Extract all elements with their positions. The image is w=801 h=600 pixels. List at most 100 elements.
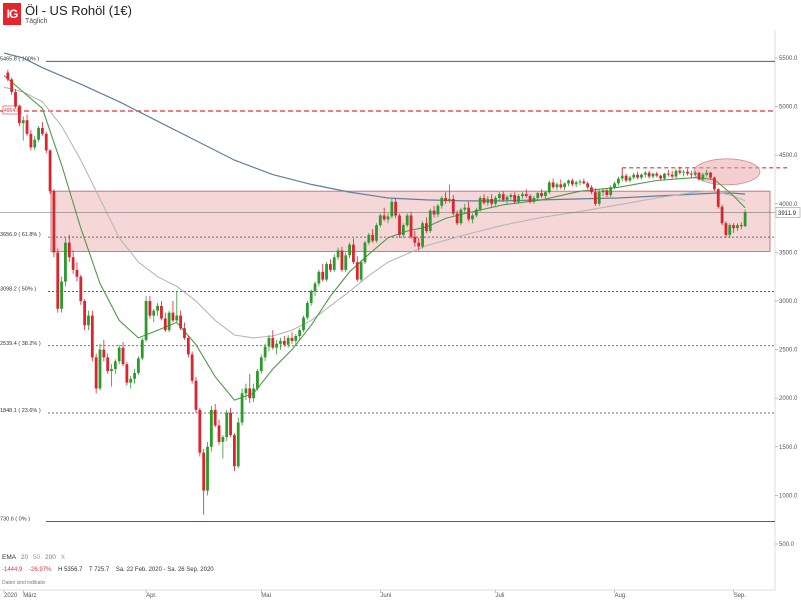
- candle-body[interactable]: [613, 183, 616, 188]
- candle-body[interactable]: [678, 170, 682, 173]
- candle-body[interactable]: [705, 172, 709, 175]
- candle-body[interactable]: [113, 361, 117, 370]
- candle-body[interactable]: [14, 92, 17, 107]
- candle-body[interactable]: [471, 215, 474, 220]
- candle-body[interactable]: [236, 422, 240, 467]
- candle-body[interactable]: [163, 318, 167, 331]
- candle-body[interactable]: [382, 215, 386, 220]
- candle-body[interactable]: [413, 236, 417, 243]
- candle-body[interactable]: [582, 181, 586, 184]
- candle-body[interactable]: [363, 242, 367, 263]
- candle-body[interactable]: [213, 409, 217, 426]
- candle-body[interactable]: [198, 409, 202, 453]
- candle-body[interactable]: [640, 174, 643, 178]
- candle-body[interactable]: [605, 190, 609, 196]
- candle-body[interactable]: [670, 174, 674, 177]
- candle-body[interactable]: [190, 354, 194, 381]
- candle-body[interactable]: [578, 181, 582, 183]
- candle-body[interactable]: [574, 182, 578, 185]
- candle-body[interactable]: [110, 369, 113, 371]
- candle-body[interactable]: [225, 412, 229, 438]
- candle-body[interactable]: [286, 337, 290, 345]
- candle-body[interactable]: [240, 393, 244, 423]
- candle-body[interactable]: [90, 315, 94, 358]
- candle-body[interactable]: [636, 174, 639, 178]
- candle-body[interactable]: [209, 409, 213, 447]
- candle-body[interactable]: [728, 225, 732, 235]
- candle-body[interactable]: [171, 312, 175, 321]
- candle-body[interactable]: [344, 255, 348, 270]
- candle-body[interactable]: [10, 79, 14, 93]
- candle-body[interactable]: [33, 139, 37, 148]
- candle-body[interactable]: [666, 173, 670, 175]
- candle-body[interactable]: [620, 175, 624, 179]
- candle-body[interactable]: [536, 193, 540, 198]
- candle-body[interactable]: [275, 343, 279, 348]
- candle-body[interactable]: [267, 337, 271, 347]
- candle-body[interactable]: [494, 197, 497, 204]
- candle-body[interactable]: [601, 190, 605, 193]
- candle-body[interactable]: [643, 172, 647, 175]
- candle-body[interactable]: [716, 189, 720, 207]
- candle-body[interactable]: [632, 174, 636, 178]
- candle-body[interactable]: [528, 196, 532, 202]
- candle-body[interactable]: [217, 425, 221, 442]
- candle-body[interactable]: [71, 257, 75, 270]
- candle-body[interactable]: [340, 250, 344, 270]
- candle-body[interactable]: [67, 242, 71, 258]
- candle-body[interactable]: [137, 358, 140, 373]
- candle-body[interactable]: [401, 225, 405, 235]
- candle-body[interactable]: [459, 209, 463, 224]
- candle-body[interactable]: [244, 388, 248, 394]
- candle-body[interactable]: [144, 301, 148, 340]
- candle-body[interactable]: [102, 349, 106, 358]
- candle-body[interactable]: [713, 177, 716, 190]
- candle-body[interactable]: [444, 197, 447, 201]
- candle-body[interactable]: [386, 216, 390, 220]
- candle-body[interactable]: [617, 178, 620, 184]
- candle-body[interactable]: [436, 205, 440, 215]
- candle-body[interactable]: [686, 171, 689, 174]
- candle-body[interactable]: [259, 357, 263, 371]
- candle-body[interactable]: [336, 250, 340, 258]
- candle-body[interactable]: [186, 337, 190, 355]
- candle-body[interactable]: [467, 207, 471, 220]
- candle-body[interactable]: [37, 127, 40, 140]
- candle-body[interactable]: [609, 187, 613, 196]
- candle-body[interactable]: [425, 223, 428, 232]
- candle-body[interactable]: [378, 215, 382, 226]
- candle-body[interactable]: [17, 106, 21, 124]
- candle-body[interactable]: [551, 182, 555, 188]
- candle-body[interactable]: [87, 315, 90, 326]
- candle-body[interactable]: [271, 337, 275, 348]
- candle-body[interactable]: [448, 198, 451, 201]
- candle-body[interactable]: [256, 370, 259, 389]
- legend-close-icon[interactable]: X: [60, 554, 66, 561]
- candle-body[interactable]: [140, 339, 144, 359]
- candle-body[interactable]: [559, 184, 563, 188]
- candle-body[interactable]: [148, 301, 152, 316]
- candle-body[interactable]: [156, 305, 159, 311]
- candle-body[interactable]: [60, 281, 63, 309]
- candle-body[interactable]: [248, 388, 252, 399]
- candle-body[interactable]: [98, 349, 102, 389]
- candle-body[interactable]: [517, 196, 520, 202]
- candle-body[interactable]: [179, 315, 183, 329]
- candle-body[interactable]: [440, 197, 444, 206]
- candle-body[interactable]: [359, 262, 363, 280]
- candle-body[interactable]: [593, 192, 597, 204]
- candle-body[interactable]: [202, 452, 206, 491]
- candle-body[interactable]: [497, 194, 501, 198]
- candle-body[interactable]: [290, 337, 294, 341]
- candle-body[interactable]: [701, 174, 705, 180]
- candle-body[interactable]: [390, 201, 394, 217]
- candle-body[interactable]: [398, 215, 401, 235]
- candle-body[interactable]: [106, 357, 110, 371]
- candle-body[interactable]: [555, 184, 559, 188]
- candle-body[interactable]: [48, 150, 52, 192]
- candle-body[interactable]: [133, 372, 136, 379]
- candle-body[interactable]: [720, 206, 724, 224]
- candle-body[interactable]: [682, 171, 686, 173]
- candle-body[interactable]: [194, 380, 198, 410]
- candle-body[interactable]: [6, 72, 10, 80]
